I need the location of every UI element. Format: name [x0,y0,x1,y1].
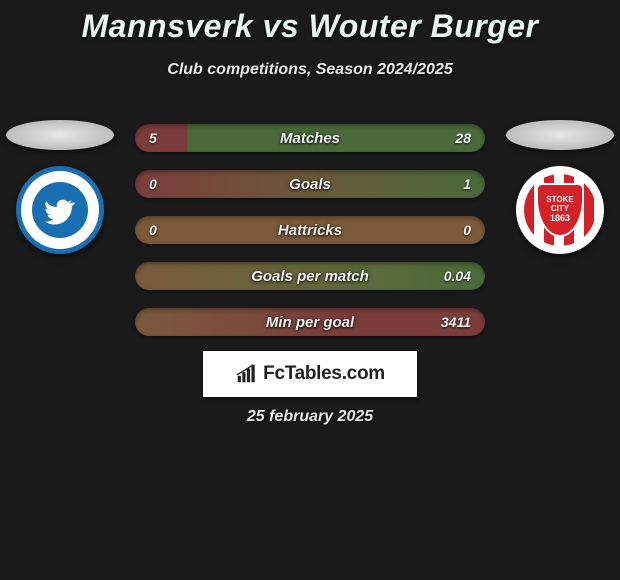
stat-left-value: 5 [149,130,157,146]
source-badge: FcTables.com [202,350,418,398]
stat-right-value: 28 [455,130,471,146]
stat-label: Goals per match [135,268,485,285]
stat-rows: 5 Matches 28 0 Goals 1 0 Hattricks 0 Goa… [135,124,485,354]
stat-row: Min per goal 3411 [135,308,485,336]
stat-row: Goals per match 0.04 [135,262,485,290]
player-right-photo-placeholder [506,120,614,150]
stat-label: Goals [135,176,485,193]
stat-label: Hattricks [135,222,485,239]
stat-row: 0 Goals 1 [135,170,485,198]
stat-label: Min per goal [135,314,485,331]
player-left-photo-placeholder [6,120,114,150]
stat-right-value: 1 [463,176,471,192]
stat-row: 5 Matches 28 [135,124,485,152]
badge-year: 1863 [550,214,570,224]
source-brand-text: FcTables.com [263,363,385,385]
stat-right-value: 0.04 [444,268,471,284]
comparison-subtitle: Club competitions, Season 2024/2025 [0,61,620,79]
bird-icon [32,182,88,238]
stat-left-value: 0 [149,176,157,192]
comparison-title: Mannsverk vs Wouter Burger [0,0,620,45]
stat-right-value: 3411 [441,314,471,330]
club-badge-left [16,166,104,254]
stat-left-value: 0 [149,222,157,238]
stat-right-value: 0 [463,222,471,238]
player-right-slot: STOKE CITY 1863 [506,120,614,254]
bar-chart-icon [235,363,257,385]
stat-row: 0 Hattricks 0 [135,216,485,244]
footer-date: 25 february 2025 [0,408,620,426]
player-left-slot [6,120,114,254]
stat-label: Matches [135,130,485,147]
club-badge-right: STOKE CITY 1863 [516,166,604,254]
